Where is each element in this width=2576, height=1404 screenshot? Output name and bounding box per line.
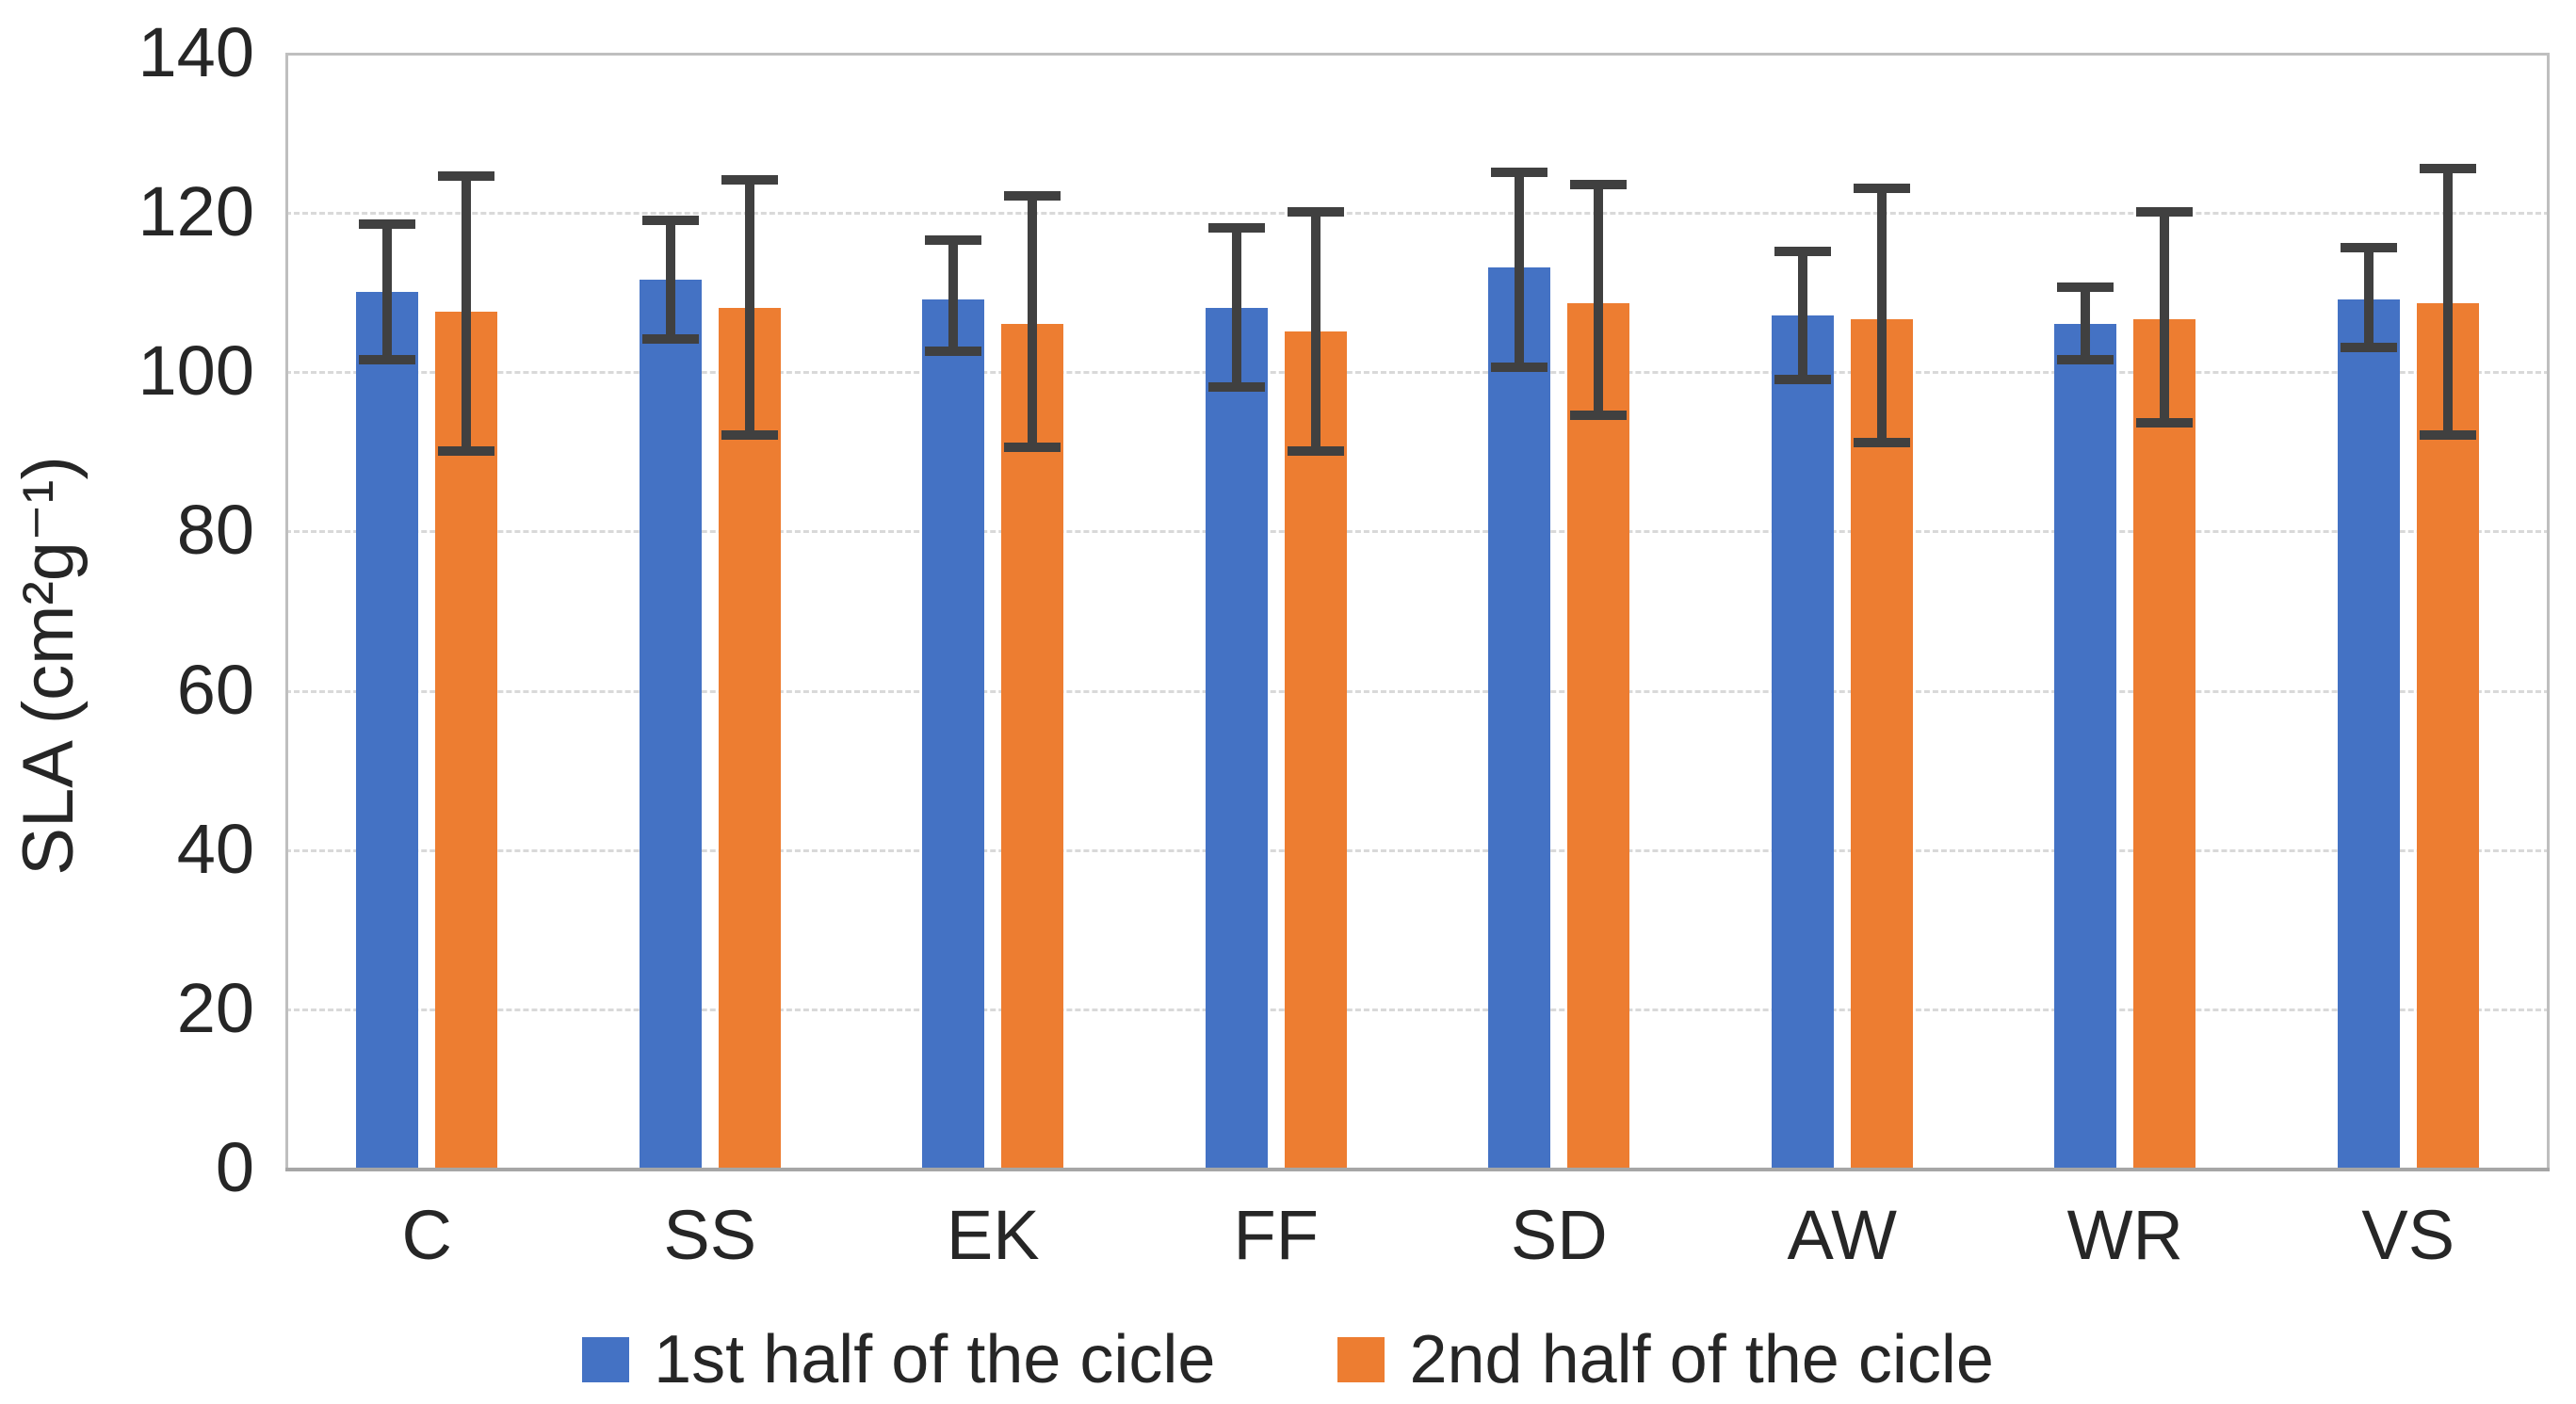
bar-FF-series2 (1284, 331, 1347, 1168)
x-category-label-WR: WR (2066, 1196, 2183, 1274)
error-bar-line-C-series1 (382, 223, 393, 360)
error-bar-line-EK-series1 (948, 239, 959, 352)
y-tick-label-80: 80 (176, 491, 254, 570)
bar-EK-series2 (1001, 323, 1064, 1168)
gridline-60 (285, 689, 2550, 693)
bar-SD-series1 (1488, 267, 1551, 1168)
error-bar-line-FF-series2 (1310, 212, 1320, 451)
bar-VS-series2 (2416, 303, 2479, 1168)
legend: 1st half of the cicle 2nd half of the cic… (0, 1316, 2576, 1403)
error-bar-cap-bottom-WR-series1 (2057, 354, 2114, 364)
x-category-label-SS: SS (663, 1196, 757, 1274)
x-category-label-VS: VS (2361, 1196, 2455, 1274)
y-tick-label-100: 100 (138, 331, 254, 411)
gridline-20 (285, 1008, 2550, 1011)
error-bar-cap-bottom-WR-series2 (2136, 418, 2194, 428)
plot-border-left (285, 53, 288, 1168)
y-tick-label-120: 120 (138, 172, 254, 251)
gridline-40 (285, 848, 2550, 852)
error-bar-cap-bottom-VS-series2 (2419, 429, 2476, 440)
bar-AW-series1 (1771, 315, 1834, 1168)
bar-EK-series1 (922, 299, 985, 1168)
error-bar-cap-bottom-C-series1 (359, 354, 416, 364)
error-bar-cap-top-SS-series1 (641, 215, 699, 225)
error-bar-cap-top-VS-series2 (2419, 163, 2476, 173)
error-bar-line-VS-series2 (2442, 168, 2453, 435)
error-bar-cap-top-SD-series1 (1491, 167, 1548, 177)
plot-border-right (2547, 53, 2550, 1168)
bar-WR-series2 (2133, 319, 2196, 1168)
error-bar-cap-top-WR-series1 (2057, 282, 2114, 293)
error-bar-line-SD-series2 (1594, 184, 1604, 415)
error-bar-cap-bottom-AW-series2 (1853, 438, 1910, 448)
bar-SS-series2 (718, 307, 781, 1168)
error-bar-cap-top-EK-series2 (1004, 191, 1061, 202)
error-bar-cap-top-FF-series1 (1207, 223, 1265, 234)
error-bar-cap-bottom-FF-series1 (1207, 382, 1265, 393)
error-bar-line-SS-series2 (744, 180, 754, 435)
error-bar-cap-bottom-SD-series2 (1570, 410, 1628, 420)
legend-item-series2: 2nd half of the cicle (1337, 1321, 1994, 1398)
error-bar-line-SD-series1 (1515, 171, 1525, 368)
bar-FF-series1 (1205, 307, 1268, 1168)
error-bar-line-AW-series1 (1797, 251, 1807, 379)
legend-label-series1: 1st half of the cicle (654, 1322, 1216, 1397)
error-bar-cap-top-FF-series2 (1287, 207, 1344, 218)
x-category-label-C: C (401, 1196, 452, 1274)
y-tick-label-0: 0 (215, 1128, 254, 1206)
error-bar-cap-bottom-AW-series1 (1774, 374, 1831, 384)
gridline-120 (285, 212, 2550, 216)
error-bar-cap-top-AW-series1 (1774, 247, 1831, 257)
error-bar-cap-bottom-SS-series1 (641, 334, 699, 345)
gridline-80 (285, 530, 2550, 534)
error-bar-cap-bottom-FF-series2 (1287, 445, 1344, 456)
error-bar-line-WR-series2 (2160, 212, 2170, 424)
legend-swatch-series2 (1337, 1337, 1385, 1382)
legend-label-series2: 2nd half of the cicle (1409, 1322, 1994, 1397)
error-bar-line-VS-series1 (2363, 248, 2373, 347)
error-bar-cap-top-AW-series2 (1853, 183, 1910, 193)
bar-AW-series2 (1850, 319, 1913, 1168)
gridline-100 (285, 371, 2550, 375)
y-tick-label-60: 60 (176, 650, 254, 729)
error-bar-cap-bottom-SD-series1 (1491, 363, 1548, 373)
error-bar-cap-top-SS-series2 (721, 175, 778, 186)
error-bar-line-C-series2 (462, 176, 472, 451)
x-category-label-SD: SD (1510, 1196, 1608, 1274)
error-bar-cap-top-WR-series2 (2136, 207, 2194, 218)
plot-border-top (285, 53, 2550, 56)
legend-item-series1: 1st half of the cicle (582, 1321, 1215, 1398)
x-axis-line (285, 1168, 2550, 1171)
error-bar-cap-top-C-series2 (438, 171, 495, 182)
y-tick-label-140: 140 (138, 13, 254, 91)
error-bar-cap-top-C-series1 (359, 218, 416, 229)
error-bar-cap-bottom-EK-series2 (1004, 442, 1061, 452)
error-bar-cap-bottom-SS-series2 (721, 429, 778, 440)
error-bar-line-WR-series1 (2081, 287, 2091, 360)
bar-VS-series1 (2337, 299, 2400, 1168)
error-bar-cap-bottom-C-series2 (438, 445, 495, 456)
error-bar-cap-bottom-VS-series1 (2340, 342, 2397, 352)
error-bar-line-FF-series1 (1231, 228, 1241, 388)
bar-C-series1 (356, 291, 419, 1168)
error-bar-line-AW-series2 (1876, 187, 1887, 444)
y-tick-label-20: 20 (176, 968, 254, 1047)
x-category-label-FF: FF (1233, 1196, 1319, 1274)
error-bar-cap-top-SD-series2 (1570, 179, 1628, 189)
error-bar-cap-bottom-EK-series1 (925, 347, 982, 357)
bar-SS-series1 (639, 280, 702, 1168)
error-bar-line-SS-series1 (665, 219, 675, 340)
legend-swatch-series1 (582, 1337, 630, 1382)
error-bar-cap-top-EK-series1 (925, 234, 982, 245)
error-bar-line-EK-series2 (1028, 196, 1038, 447)
y-tick-label-40: 40 (176, 809, 254, 888)
bar-WR-series1 (2054, 323, 2117, 1168)
x-category-label-AW: AW (1787, 1196, 1897, 1274)
x-category-label-EK: EK (946, 1196, 1040, 1274)
error-bar-cap-top-VS-series1 (2340, 243, 2397, 253)
bar-SD-series2 (1567, 303, 1630, 1168)
